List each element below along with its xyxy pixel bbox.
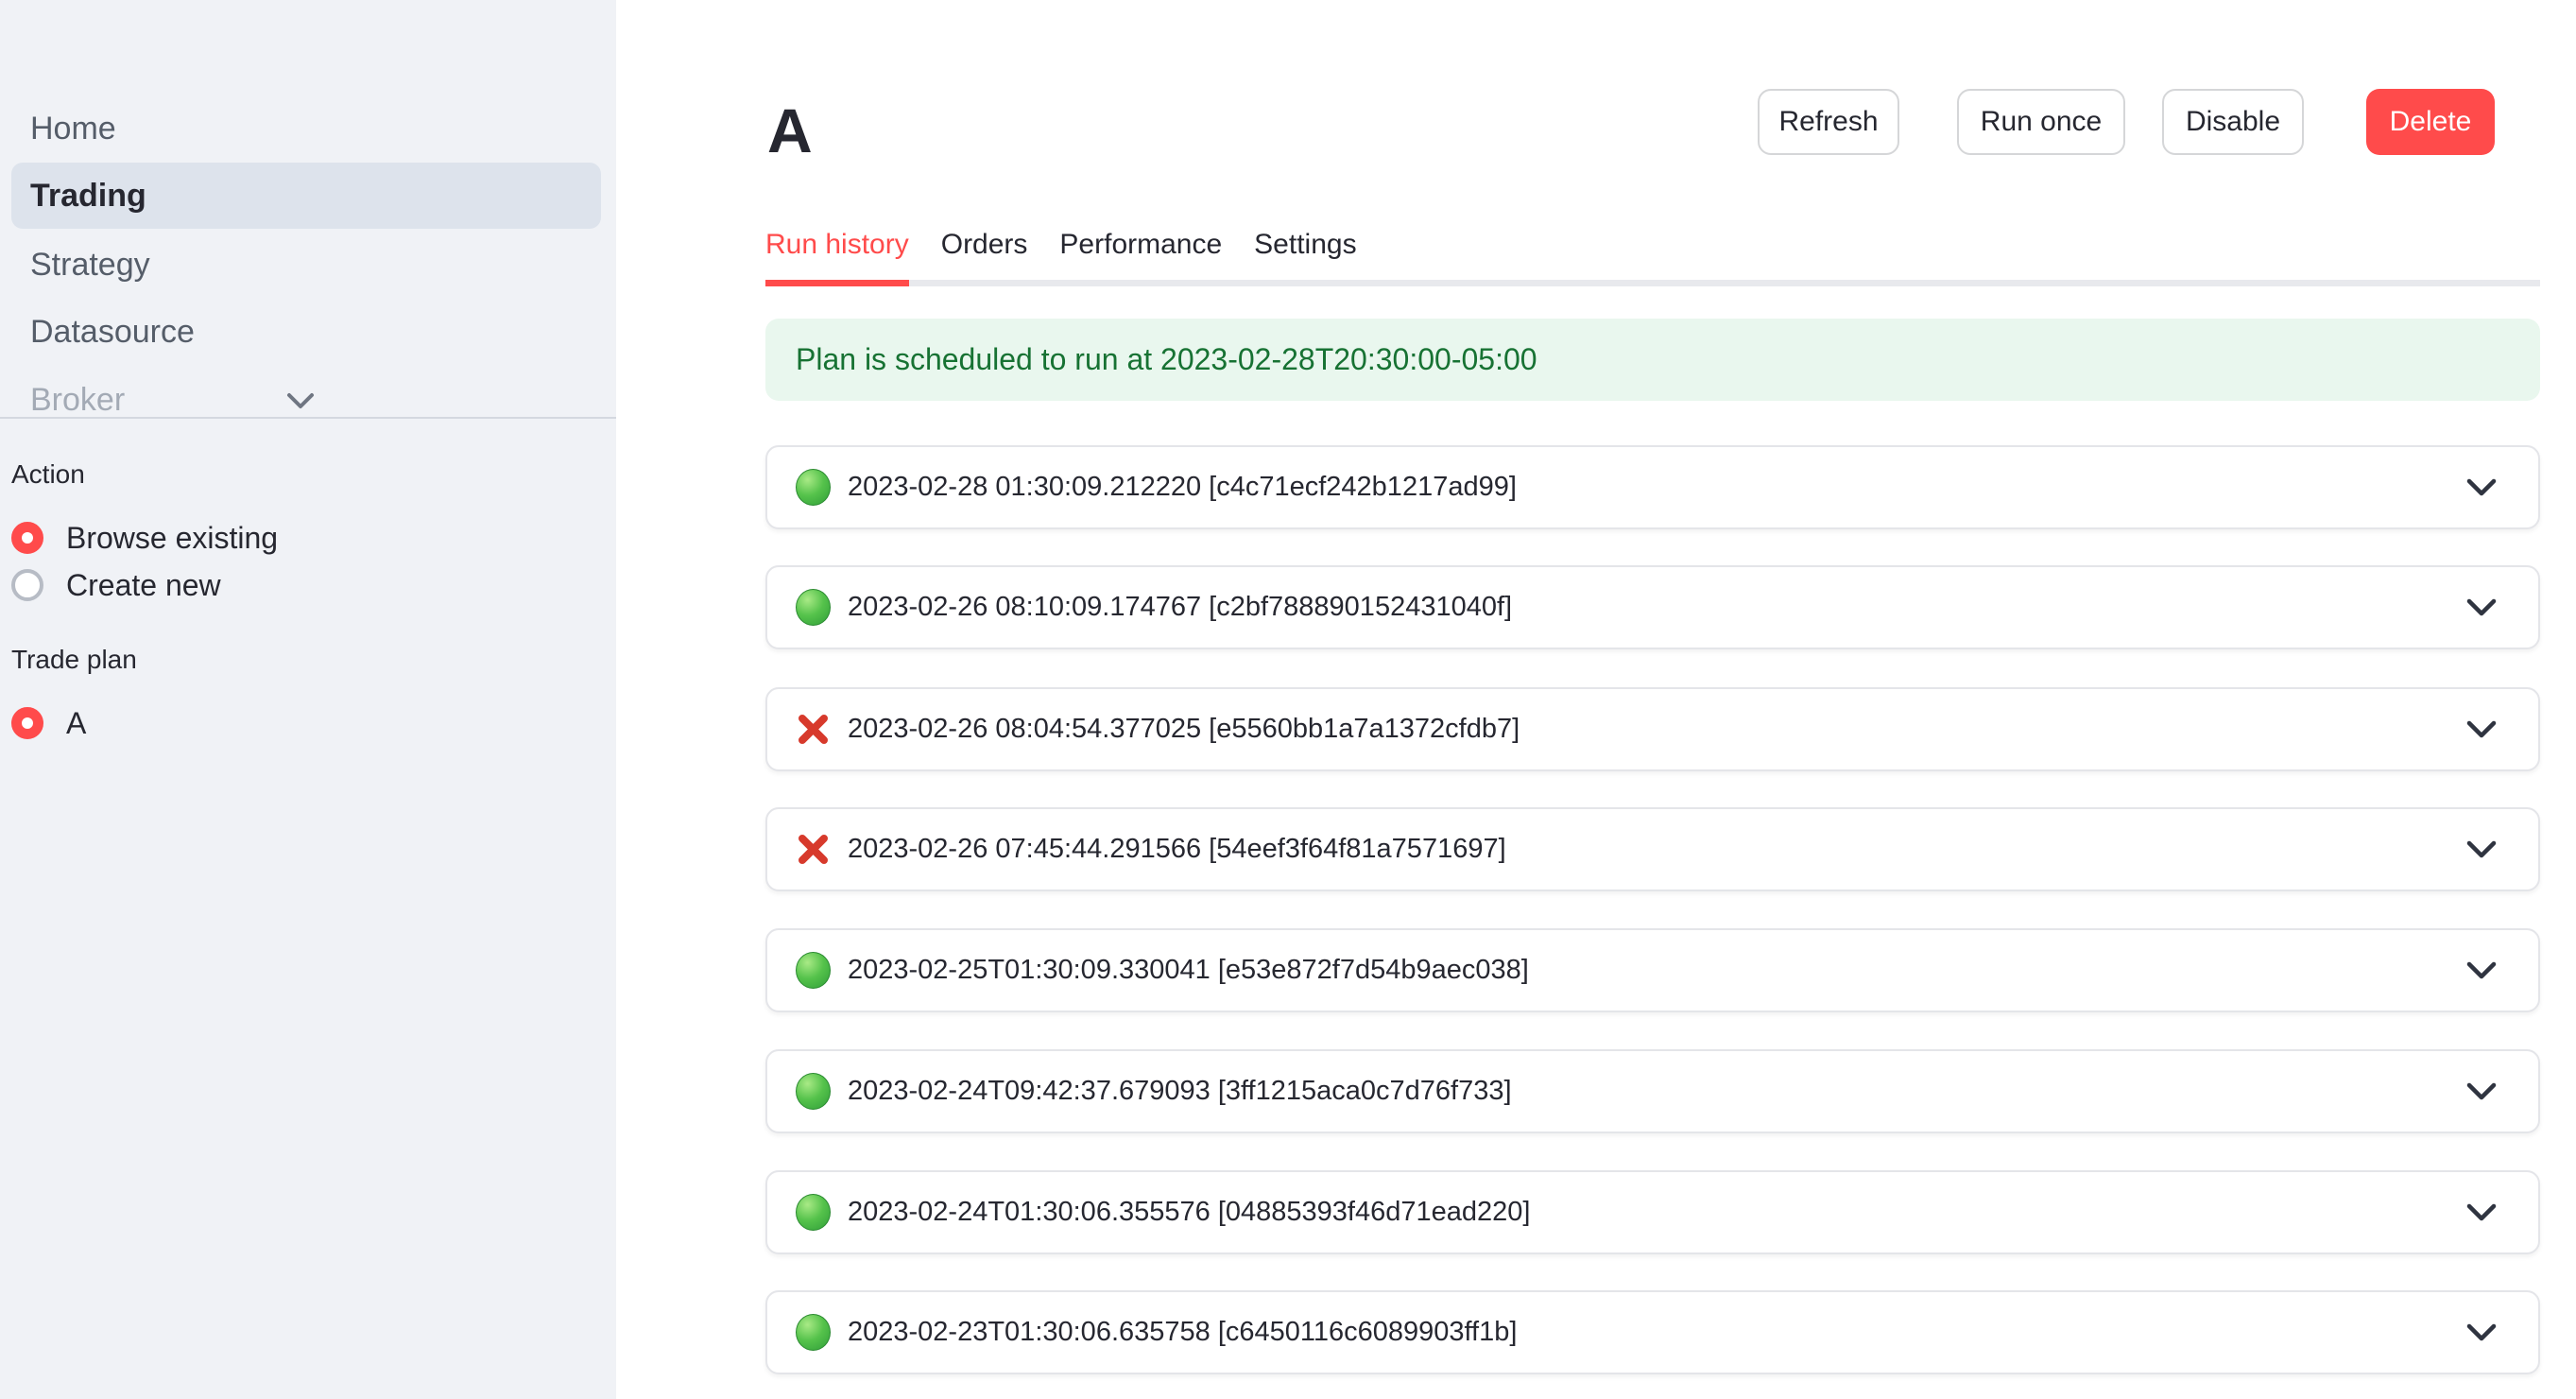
green-circle-icon (796, 1073, 831, 1110)
disable-button[interactable]: Disable (2162, 89, 2304, 155)
sidebar-item-datasource[interactable]: Datasource (11, 299, 601, 365)
tab-settings[interactable]: Settings (1254, 229, 1357, 260)
run-expander[interactable]: 2023-02-24T01:30:06.355576 [04885393f46d… (765, 1170, 2540, 1254)
chevron-down-icon (2466, 598, 2497, 615)
run-label: 2023-02-26 08:04:54.377025 [e5560bb1a7a1… (848, 714, 1520, 744)
radio-unselected-icon (11, 569, 43, 601)
run-label: 2023-02-24T09:42:37.679093 [3ff1215aca0c… (848, 1076, 1512, 1106)
run-expander[interactable]: 2023-02-26 07:45:44.291566 [54eef3f64f81… (765, 807, 2540, 891)
green-circle-icon (796, 1314, 831, 1351)
chevron-down-icon (2466, 478, 2497, 495)
sidebar-item-trading[interactable]: Trading (11, 163, 601, 229)
sidebar-item-strategy[interactable]: Strategy (11, 232, 601, 298)
radio-label: Create new (66, 567, 221, 602)
green-circle-icon (796, 952, 831, 989)
tab-performance[interactable]: Performance (1059, 229, 1223, 260)
run-label: 2023-02-26 08:10:09.174767 [c2bf78889015… (848, 592, 1513, 622)
page-title: A (767, 95, 813, 165)
run-once-button[interactable]: Run once (1957, 89, 2125, 155)
green-circle-icon (796, 589, 831, 626)
sidebar-item-broker[interactable]: Broker (11, 367, 601, 433)
sidebar-item-home[interactable]: Home (11, 95, 601, 162)
run-expander[interactable]: 2023-02-26 08:10:09.174767 [c2bf78889015… (765, 565, 2540, 649)
green-circle-icon (796, 1194, 831, 1231)
success-notice: Plan is scheduled to run at 2023-02-28T2… (765, 319, 2540, 401)
green-circle-icon (796, 469, 831, 506)
nav-label: Strategy (30, 246, 150, 283)
nav-label: Home (30, 110, 116, 147)
radio-browse-existing[interactable]: Browse existing (11, 514, 601, 561)
action-group-label: Action (11, 459, 85, 489)
tab-run-history[interactable]: Run history (765, 216, 909, 286)
sidebar: Home Trading Strategy Datasource Broker … (0, 0, 616, 1399)
radio-trade-plan-a[interactable]: A (11, 700, 601, 747)
run-label: 2023-02-24T01:30:06.355576 [04885393f46d… (848, 1197, 1531, 1227)
sidebar-divider (0, 417, 616, 419)
radio-label: A (66, 705, 87, 740)
radio-selected-icon (11, 522, 43, 554)
tab-orders[interactable]: Orders (940, 229, 1028, 260)
chevron-down-icon (2466, 961, 2497, 978)
red-x-icon (799, 715, 828, 744)
chevron-down-icon (2466, 1323, 2497, 1340)
chevron-down-icon[interactable] (283, 389, 318, 412)
run-expander[interactable]: 2023-02-23T01:30:06.635758 [c6450116c608… (765, 1290, 2540, 1374)
chevron-down-icon (2466, 1082, 2497, 1099)
radio-create-new[interactable]: Create new (11, 561, 601, 609)
run-expander[interactable]: 2023-02-24T09:42:37.679093 [3ff1215aca0c… (765, 1049, 2540, 1133)
run-label: 2023-02-25T01:30:09.330041 [e53e872f7d54… (848, 955, 1529, 985)
run-label: 2023-02-28 01:30:09.212220 [c4c71ecf242b… (848, 472, 1517, 502)
tab-bar: Run history Orders Performance Settings (765, 216, 2540, 286)
run-expander[interactable]: 2023-02-25T01:30:09.330041 [e53e872f7d54… (765, 928, 2540, 1012)
run-label: 2023-02-23T01:30:06.635758 [c6450116c608… (848, 1317, 1518, 1347)
chevron-down-icon (2466, 840, 2497, 857)
nav-label: Broker (30, 381, 126, 418)
chevron-down-icon (2466, 720, 2497, 737)
radio-label: Browse existing (66, 520, 279, 555)
run-label: 2023-02-26 07:45:44.291566 [54eef3f64f81… (848, 834, 1506, 864)
red-x-icon (799, 835, 828, 864)
trade-plan-group-label: Trade plan (11, 645, 137, 674)
run-expander[interactable]: 2023-02-28 01:30:09.212220 [c4c71ecf242b… (765, 445, 2540, 529)
radio-selected-icon (11, 707, 43, 739)
chevron-down-icon (2466, 1203, 2497, 1220)
delete-button[interactable]: Delete (2366, 89, 2495, 155)
refresh-button[interactable]: Refresh (1758, 89, 1899, 155)
nav-label: Trading (30, 177, 146, 214)
nav-label: Datasource (30, 313, 195, 350)
run-expander[interactable]: 2023-02-26 08:04:54.377025 [e5560bb1a7a1… (765, 687, 2540, 771)
success-notice-text: Plan is scheduled to run at 2023-02-28T2… (796, 342, 1537, 376)
